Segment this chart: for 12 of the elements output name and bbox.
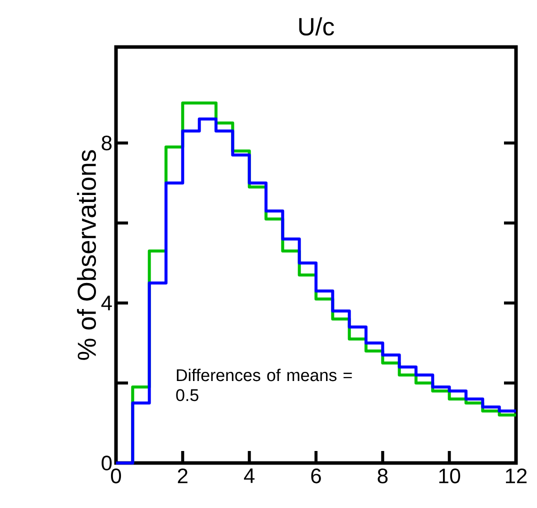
x-tick-label: 8 <box>378 468 388 484</box>
chart-title: U/c <box>299 17 334 36</box>
y-tick-label: 4 <box>101 296 112 310</box>
x-tick-label: 10 <box>439 468 460 484</box>
x-tick-label: 2 <box>178 468 188 484</box>
y-axis-title: % of Observations <box>76 150 96 360</box>
y-tick-label: 0 <box>102 456 112 470</box>
x-tick-label: 12 <box>506 468 527 484</box>
y-tick-label: 8 <box>102 136 112 150</box>
x-tick-label: 6 <box>311 468 321 484</box>
annotation: Differences of means = 0.5 <box>176 368 352 402</box>
x-tick-label: 4 <box>244 468 255 483</box>
